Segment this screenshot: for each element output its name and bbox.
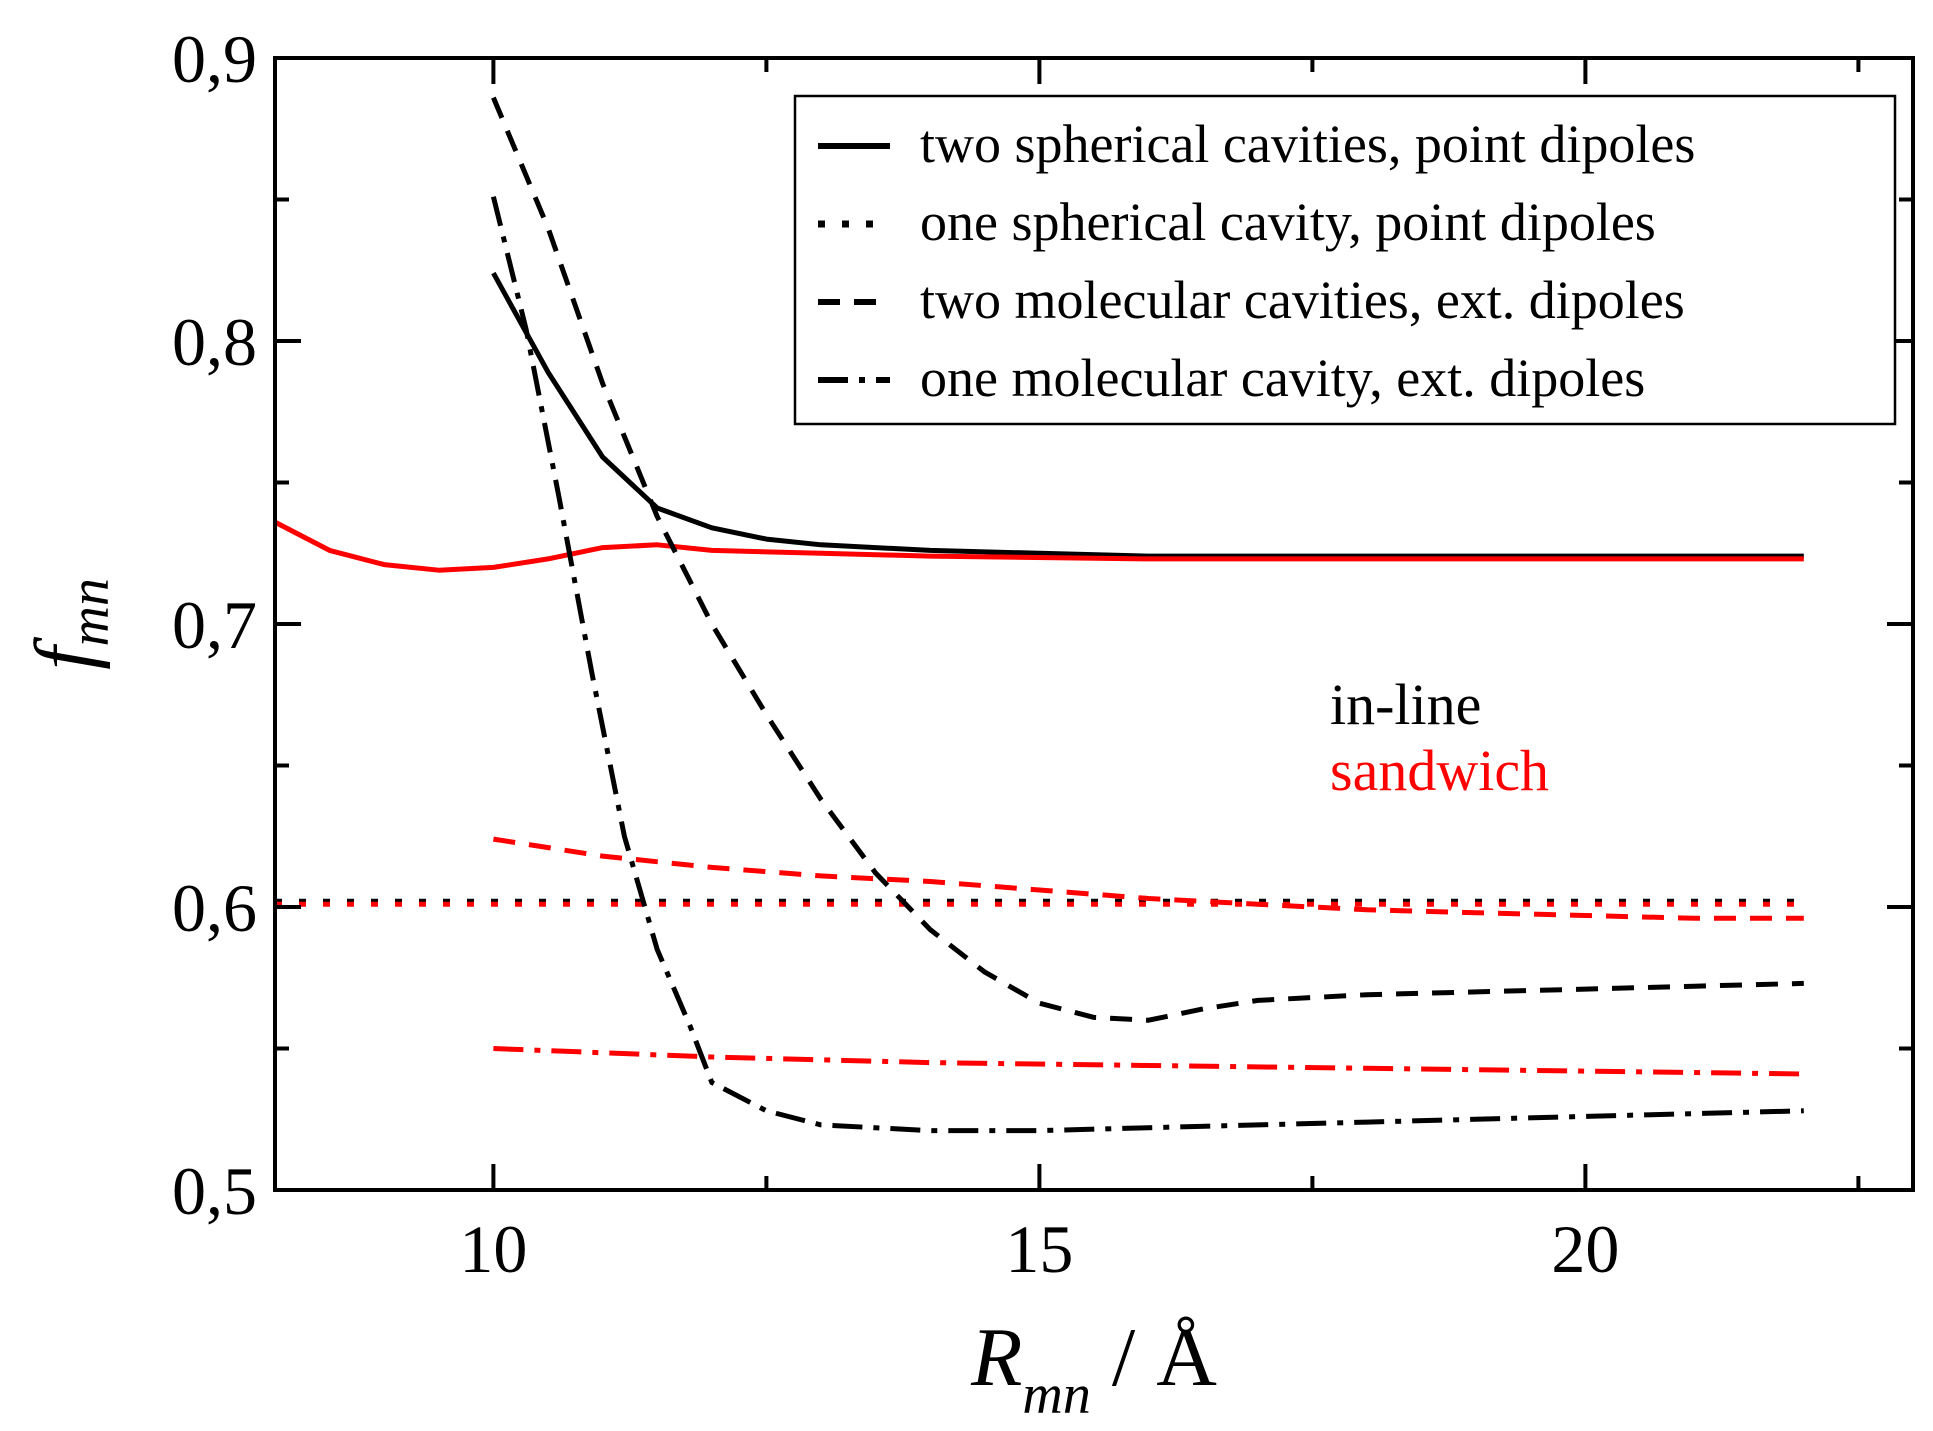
- series-line-4-dashed: [491, 96, 1804, 1023]
- legend: two spherical cavities, point dipoles on…: [793, 94, 1897, 426]
- series-line-5-dashed: [493, 836, 1804, 921]
- annotation-sandwich: sandwich: [1330, 738, 1549, 803]
- y-tick-label: 0,6: [172, 870, 257, 946]
- legend-label-two-spherical: two spherical cavities, point dipoles: [920, 114, 1695, 174]
- series-line-1-solid: [273, 519, 1804, 573]
- series-line-6-dashdot: [490, 196, 1804, 1134]
- x-tick-label: 10: [459, 1211, 527, 1287]
- annotation-in-line: in-line: [1330, 672, 1481, 737]
- x-axis-title-main: R: [970, 1311, 1022, 1404]
- x-tick-label: 20: [1551, 1211, 1619, 1287]
- y-tick-label: 0,8: [172, 304, 257, 380]
- legend-label-one-molecular: one molecular cavity, ext. dipoles: [920, 348, 1645, 408]
- y-tick-label: 0,5: [172, 1153, 257, 1229]
- series-line-0-solid: [491, 271, 1804, 559]
- legend-label-two-molecular: two molecular cavities, ext. dipoles: [920, 270, 1685, 330]
- x-axis-title-subscript: mn: [1022, 1364, 1090, 1426]
- y-axis-title: fmn: [18, 578, 121, 670]
- y-tick-label: 0,7: [172, 587, 257, 663]
- legend-box: [793, 94, 1897, 426]
- x-axis-title: Rmn / Å: [970, 1311, 1217, 1426]
- y-tick-label: 0,9: [172, 21, 257, 97]
- series-layer: [273, 96, 1804, 1134]
- legend-label-one-spherical: one spherical cavity, point dipoles: [920, 192, 1656, 252]
- series-line-7-dashdot: [493, 1046, 1804, 1077]
- labels-layer: 10 15 20 0,5 0,6 0,7 0,8 0,9: [172, 21, 1619, 1287]
- x-tick-label: 15: [1005, 1211, 1073, 1287]
- ticks-layer: [275, 56, 1913, 1192]
- y-axis-title-subscript: mn: [59, 578, 121, 646]
- x-axis-title-suffix: / Å: [1091, 1311, 1217, 1404]
